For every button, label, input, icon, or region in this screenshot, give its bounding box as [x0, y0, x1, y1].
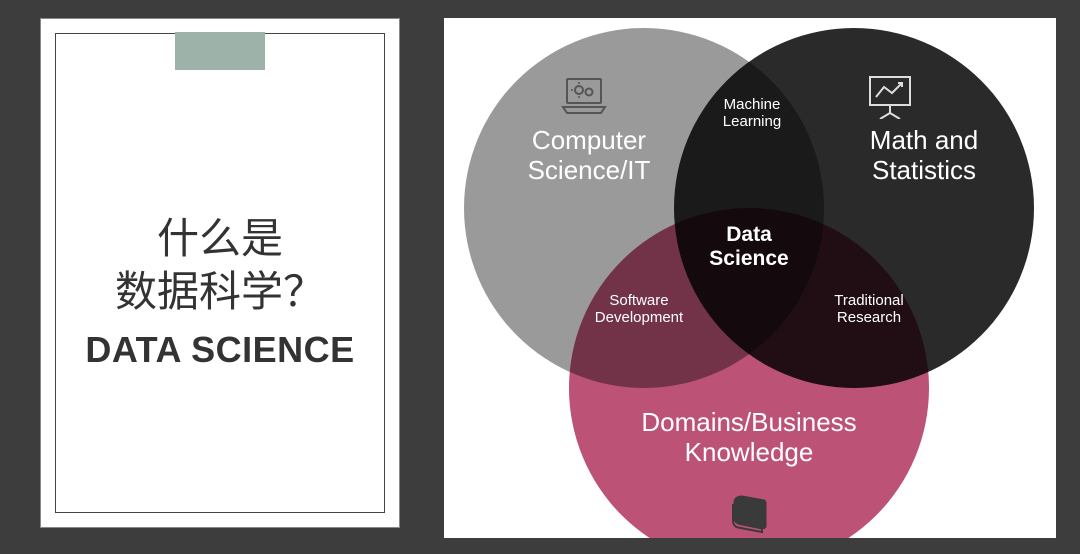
venn-label-cs: Computer Science/IT [504, 126, 674, 186]
venn-label-domain-line1: Domains/Business [604, 408, 894, 438]
chart-board-icon [864, 73, 916, 119]
title-card: 什么是 数据科学？ DATA SCIENCE [40, 18, 400, 528]
venn-label-math: Math and Statistics [834, 126, 1014, 186]
venn-label-ml-line1: Machine [702, 96, 802, 113]
title-block: 什么是 数据科学？ DATA SCIENCE [56, 214, 384, 371]
title-chinese-line2: 数据科学？ [56, 267, 384, 320]
venn-label-ml: Machine Learning [702, 96, 802, 131]
title-card-frame: 什么是 数据科学？ DATA SCIENCE [55, 33, 385, 513]
venn-label-center: Data Science [699, 223, 799, 271]
venn-label-cs-line1: Computer [504, 126, 674, 156]
title-english: DATA SCIENCE [56, 329, 384, 371]
venn-label-math-line2: Statistics [834, 156, 1014, 186]
venn-label-sw-line2: Development [584, 309, 694, 326]
venn-diagram: Computer Science/IT Math and Statistics … [444, 18, 1056, 538]
venn-panel: Computer Science/IT Math and Statistics … [444, 18, 1056, 538]
venn-label-research-line1: Traditional [814, 292, 924, 309]
laptop-gear-icon [559, 73, 609, 117]
venn-label-center-line1: Data [699, 223, 799, 247]
title-chinese-line1: 什么是 [56, 214, 384, 267]
venn-label-research-line2: Research [814, 309, 924, 326]
title-card-tab [175, 32, 265, 70]
venn-label-ml-line2: Learning [702, 113, 802, 130]
venn-label-cs-line2: Science/IT [504, 156, 674, 186]
venn-label-math-line1: Math and [834, 126, 1014, 156]
book-icon [728, 494, 772, 534]
venn-label-domain-line2: Knowledge [604, 438, 894, 468]
venn-label-sw-line1: Software [584, 292, 694, 309]
venn-label-sw: Software Development [584, 292, 694, 327]
venn-label-research: Traditional Research [814, 292, 924, 327]
venn-label-center-line2: Science [699, 247, 799, 271]
venn-label-domain: Domains/Business Knowledge [604, 408, 894, 468]
